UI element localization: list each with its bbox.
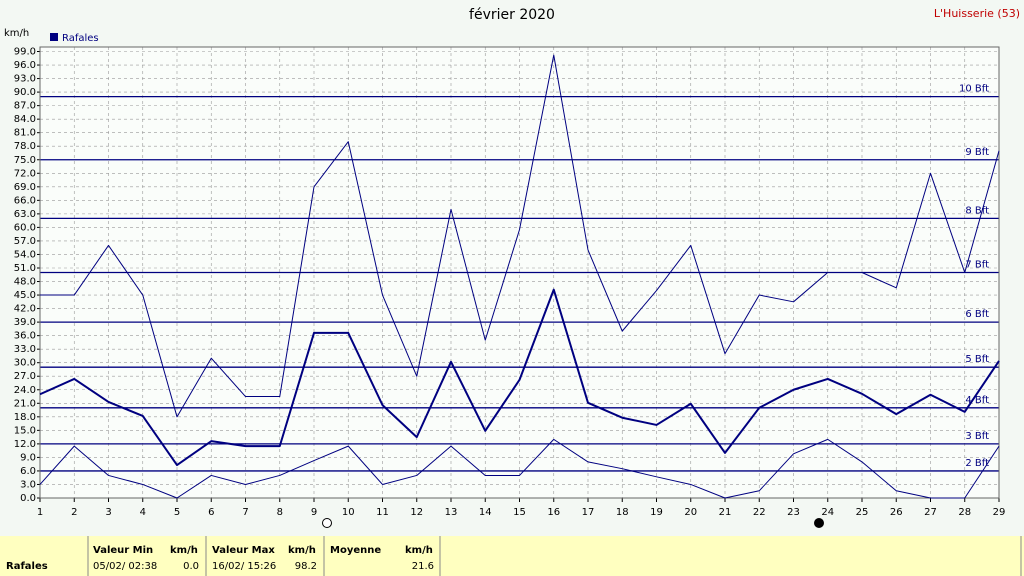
station: L'Huisserie (53) [934, 7, 1020, 20]
y-tick-label: 75.0 [14, 155, 36, 166]
x-tick-label: 7 [242, 507, 248, 518]
min-unit: km/h [170, 545, 198, 556]
mean-unit: km/h [405, 545, 433, 556]
x-tick-label: 29 [993, 507, 1006, 518]
y-tick-label: 18.0 [14, 412, 36, 423]
summary-bg [0, 536, 1024, 576]
series-line [40, 54, 1000, 418]
x-tick-label: 12 [410, 507, 423, 518]
x-tick-label: 13 [445, 507, 458, 518]
y-tick-label: 87.0 [14, 101, 36, 112]
y-tick-label: 42.0 [14, 304, 36, 315]
mean-title: Moyenne [330, 545, 381, 556]
x-tick-label: 27 [924, 507, 937, 518]
x-tick-label: 19 [650, 507, 663, 518]
y-tick-label: 60.0 [14, 222, 36, 233]
max-value: 98.2 [295, 561, 317, 572]
beaufort-label: 10 Bft [959, 84, 989, 95]
y-tick-label: 12.0 [14, 439, 36, 450]
beaufort-label: 7 Bft [965, 260, 989, 271]
y-tick-label: 57.0 [14, 236, 36, 247]
x-tick-label: 21 [719, 507, 732, 518]
series-line [39, 288, 1000, 467]
mean-value: 21.6 [412, 561, 434, 572]
x-tick-label: 2 [71, 507, 77, 518]
y-tick-label: 81.0 [14, 128, 36, 139]
row-label: Rafales [6, 561, 48, 572]
x-tick-label: 28 [958, 507, 971, 518]
x-tick-label: 10 [342, 507, 355, 518]
y-axis-label: km/h [4, 28, 29, 39]
x-tick-label: 14 [479, 507, 492, 518]
y-tick-label: 45.0 [14, 290, 36, 301]
beaufort-label: 3 Bft [965, 431, 989, 442]
y-tick-label: 30.0 [14, 358, 36, 369]
new-moon-icon [814, 518, 824, 528]
x-tick-label: 11 [376, 507, 389, 518]
y-tick-label: 0.0 [20, 493, 36, 504]
legend-swatch [50, 33, 58, 41]
x-tick-label: 26 [890, 507, 903, 518]
x-tick-label: 15 [513, 507, 526, 518]
y-tick-label: 15.0 [14, 425, 36, 436]
x-tick-label: 6 [208, 507, 214, 518]
x-tick-label: 16 [547, 507, 560, 518]
y-tick-label: 6.0 [20, 466, 36, 477]
y-tick-label: 39.0 [14, 317, 36, 328]
y-tick-label: 33.0 [14, 344, 36, 355]
max-unit: km/h [288, 545, 316, 556]
x-tick-label: 1 [37, 507, 43, 518]
full-moon-icon [322, 518, 332, 528]
y-tick-label: 90.0 [14, 87, 36, 98]
series-line [39, 438, 1000, 499]
y-tick-label: 51.0 [14, 263, 36, 274]
y-tick-label: 78.0 [14, 141, 36, 152]
x-tick-label: 24 [821, 507, 834, 518]
legend-label: Rafales [62, 33, 99, 44]
y-tick-label: 21.0 [14, 398, 36, 409]
max-title: Valeur Max [212, 545, 275, 556]
x-tick-label: 17 [582, 507, 595, 518]
y-tick-label: 72.0 [14, 168, 36, 179]
y-tick-label: 48.0 [14, 277, 36, 288]
plot-border [39, 46, 1000, 499]
beaufort-label: 5 Bft [965, 354, 989, 365]
y-tick-label: 36.0 [14, 331, 36, 342]
y-tick-label: 66.0 [14, 195, 36, 206]
y-tick-label: 27.0 [14, 371, 36, 382]
x-tick-label: 9 [311, 507, 317, 518]
y-tick-label: 69.0 [14, 182, 36, 193]
y-tick-label: 9.0 [20, 452, 36, 463]
y-tick-label: 54.0 [14, 249, 36, 260]
y-tick-label: 93.0 [14, 74, 36, 85]
y-tick-label: 24.0 [14, 385, 36, 396]
y-tick-label: 84.0 [14, 114, 36, 125]
min-title: Valeur Min [93, 545, 153, 556]
y-tick-label: 3.0 [20, 479, 36, 490]
y-tick-label: 99.0 [14, 47, 36, 58]
summary: Rafales Valeur Min km/h 05/02/ 02:38 0.0… [0, 536, 1024, 576]
beaufort-label: 8 Bft [965, 205, 989, 216]
x-tick-label: 4 [140, 507, 146, 518]
beaufort-label: 4 Bft [965, 395, 989, 406]
beaufort-label: 2 Bft [965, 458, 989, 469]
beaufort-label: 9 Bft [965, 147, 989, 158]
max-date: 16/02/ 15:26 [212, 561, 276, 572]
x-tick-label: 20 [684, 507, 697, 518]
min-date: 05/02/ 02:38 [93, 561, 157, 572]
x-tick-label: 5 [174, 507, 180, 518]
y-tick-label: 96.0 [14, 60, 36, 71]
beaufort-label: 6 Bft [965, 309, 989, 320]
y-tick-label: 63.0 [14, 209, 36, 220]
x-tick-label: 23 [787, 507, 800, 518]
min-value: 0.0 [183, 561, 199, 572]
x-tick-label: 18 [616, 507, 629, 518]
x-tick-label: 25 [856, 507, 869, 518]
x-tick-label: 22 [753, 507, 766, 518]
x-tick-label: 8 [277, 507, 283, 518]
chart-title: février 2020 [469, 7, 555, 23]
x-tick-label: 3 [105, 507, 111, 518]
